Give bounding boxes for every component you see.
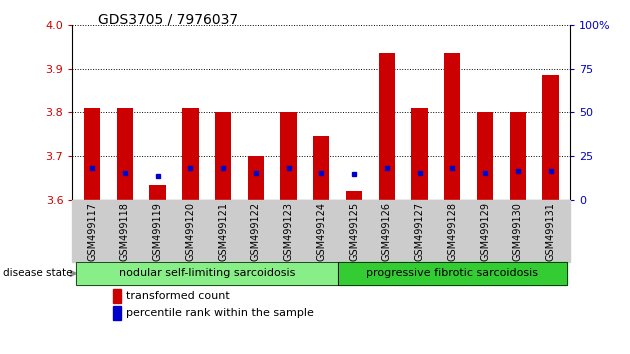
Text: GSM499124: GSM499124 xyxy=(316,202,326,261)
Text: GSM499117: GSM499117 xyxy=(87,202,97,261)
Bar xyxy=(182,108,198,200)
Text: GSM499122: GSM499122 xyxy=(251,202,261,261)
Bar xyxy=(149,185,166,200)
Bar xyxy=(117,108,133,200)
Text: GSM499123: GSM499123 xyxy=(284,202,294,261)
Bar xyxy=(444,53,461,200)
Bar xyxy=(248,156,264,200)
Text: nodular self-limiting sarcoidosis: nodular self-limiting sarcoidosis xyxy=(118,268,295,279)
Text: GSM499120: GSM499120 xyxy=(185,202,195,261)
Bar xyxy=(510,113,526,200)
Text: GSM499119: GSM499119 xyxy=(152,202,163,261)
Text: GSM499129: GSM499129 xyxy=(480,202,490,261)
Bar xyxy=(346,191,362,200)
Text: percentile rank within the sample: percentile rank within the sample xyxy=(126,308,314,318)
Bar xyxy=(215,113,231,200)
Text: GSM499131: GSM499131 xyxy=(546,202,556,261)
Text: GSM499127: GSM499127 xyxy=(415,202,425,261)
Text: GSM499125: GSM499125 xyxy=(349,202,359,261)
Text: transformed count: transformed count xyxy=(126,291,230,301)
Text: progressive fibrotic sarcoidosis: progressive fibrotic sarcoidosis xyxy=(366,268,538,279)
Text: disease state: disease state xyxy=(3,268,72,279)
Bar xyxy=(280,113,297,200)
Bar xyxy=(477,113,493,200)
Bar xyxy=(542,75,559,200)
Text: GSM499128: GSM499128 xyxy=(447,202,457,261)
Text: GSM499118: GSM499118 xyxy=(120,202,130,261)
Text: GSM499121: GSM499121 xyxy=(218,202,228,261)
Bar xyxy=(313,137,329,200)
Bar xyxy=(411,108,428,200)
Text: GSM499126: GSM499126 xyxy=(382,202,392,261)
Bar xyxy=(379,53,395,200)
Text: GSM499130: GSM499130 xyxy=(513,202,523,261)
Bar xyxy=(84,108,100,200)
Text: GDS3705 / 7976037: GDS3705 / 7976037 xyxy=(98,12,238,27)
